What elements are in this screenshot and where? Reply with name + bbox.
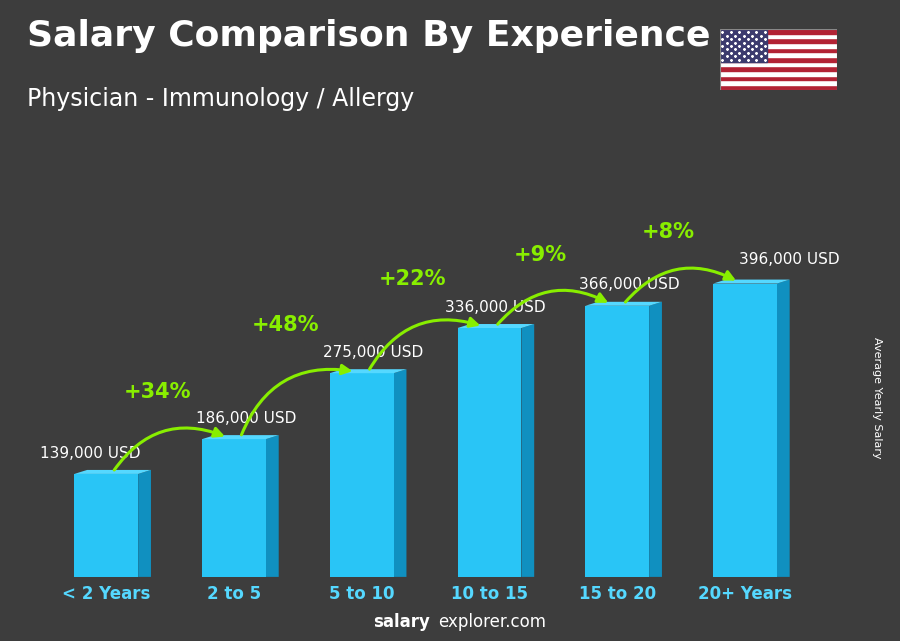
- Bar: [720, 29, 837, 33]
- Bar: [720, 53, 837, 57]
- Text: 396,000 USD: 396,000 USD: [739, 253, 839, 267]
- Polygon shape: [649, 302, 662, 577]
- Text: 186,000 USD: 186,000 USD: [195, 411, 296, 426]
- Polygon shape: [521, 324, 535, 577]
- Polygon shape: [585, 306, 649, 577]
- Bar: [720, 57, 837, 62]
- Text: 336,000 USD: 336,000 USD: [445, 300, 545, 315]
- Polygon shape: [75, 470, 151, 474]
- Bar: [720, 43, 837, 47]
- Bar: [720, 33, 837, 38]
- Text: +8%: +8%: [642, 222, 695, 242]
- Text: 275,000 USD: 275,000 USD: [323, 345, 424, 360]
- Text: +48%: +48%: [251, 315, 319, 335]
- Bar: [720, 66, 837, 71]
- Text: 366,000 USD: 366,000 USD: [579, 278, 680, 292]
- Bar: [720, 47, 837, 53]
- Text: Average Yearly Salary: Average Yearly Salary: [872, 337, 883, 458]
- Polygon shape: [329, 369, 407, 373]
- Text: +9%: +9%: [514, 245, 567, 265]
- Polygon shape: [329, 373, 393, 577]
- Polygon shape: [139, 470, 151, 577]
- Text: +22%: +22%: [379, 269, 446, 288]
- Text: explorer.com: explorer.com: [438, 613, 546, 631]
- Text: Physician - Immunology / Allergy: Physician - Immunology / Allergy: [27, 87, 414, 110]
- Polygon shape: [266, 435, 279, 577]
- Polygon shape: [585, 302, 662, 306]
- Bar: [720, 85, 837, 90]
- Text: Salary Comparison By Experience: Salary Comparison By Experience: [27, 19, 710, 53]
- Polygon shape: [393, 369, 407, 577]
- Bar: [720, 80, 837, 85]
- Polygon shape: [457, 324, 535, 328]
- Bar: [720, 76, 837, 80]
- Text: 139,000 USD: 139,000 USD: [40, 445, 140, 461]
- Text: +34%: +34%: [123, 383, 191, 403]
- Bar: [720, 71, 837, 76]
- Bar: [720, 29, 767, 62]
- Polygon shape: [457, 328, 521, 577]
- Text: salary: salary: [374, 613, 430, 631]
- Polygon shape: [202, 435, 279, 439]
- Polygon shape: [202, 439, 266, 577]
- Bar: [720, 62, 837, 66]
- Polygon shape: [75, 474, 139, 577]
- Polygon shape: [713, 279, 789, 283]
- Polygon shape: [713, 283, 777, 577]
- Bar: [720, 38, 837, 43]
- Polygon shape: [777, 279, 789, 577]
